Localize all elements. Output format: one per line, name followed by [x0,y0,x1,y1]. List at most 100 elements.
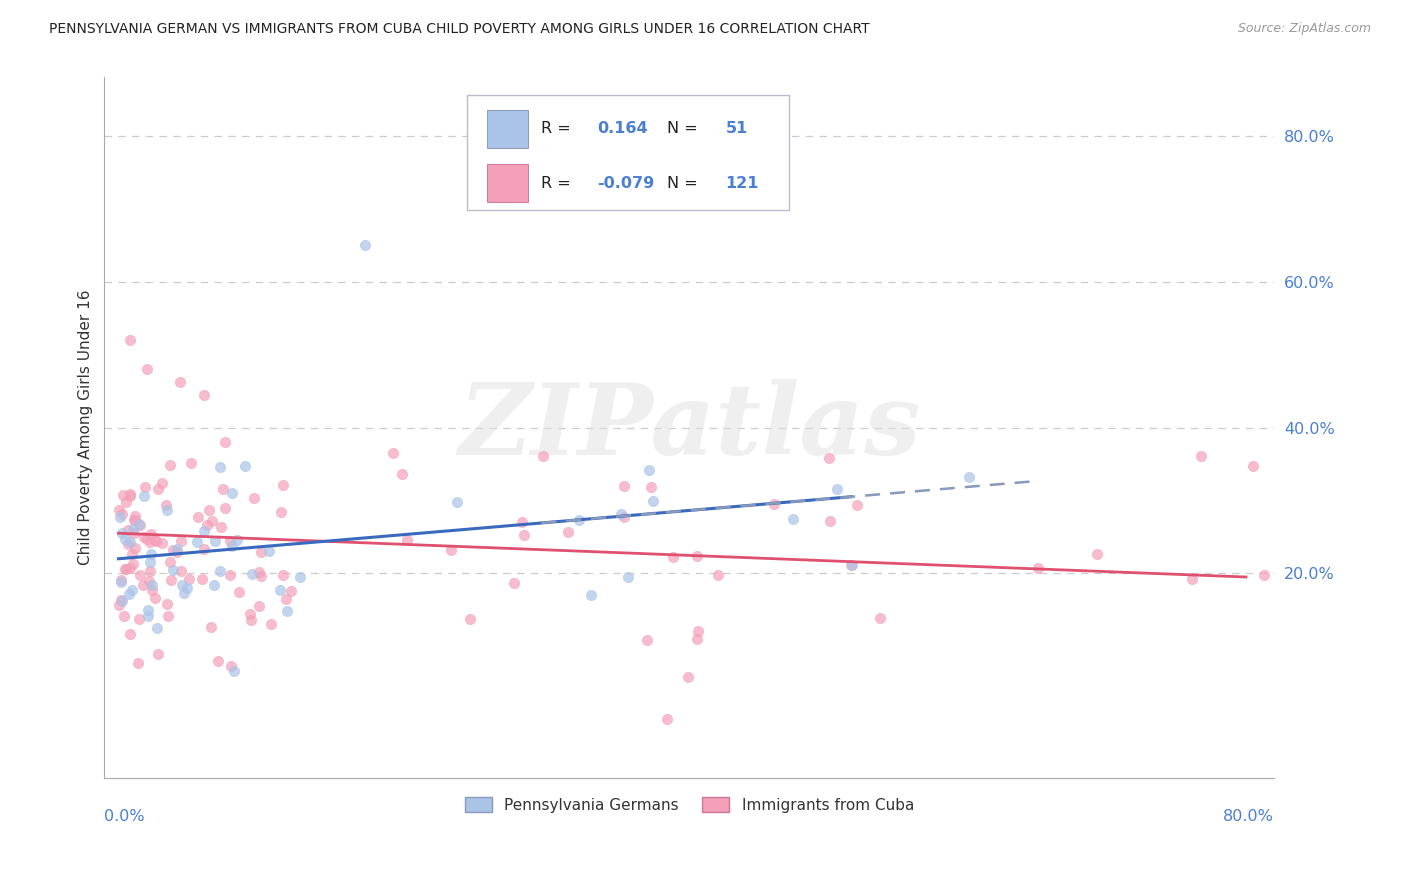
Point [233,458,256,473]
Point [707,568,730,582]
Point [214,500,236,515]
Point [219,568,242,582]
Point [204,533,226,548]
Point [118,535,141,549]
Point [382,446,405,460]
Point [111,487,134,501]
Point [616,570,638,584]
Point [111,525,134,540]
Point [193,524,215,538]
Point [568,513,591,527]
Point [613,510,636,524]
Point [269,583,291,598]
Point [214,435,236,450]
Point [818,514,841,528]
Point [782,512,804,526]
Point [162,563,184,577]
Point [193,541,215,556]
Point [150,535,173,549]
Point [688,624,710,638]
Point [240,566,263,581]
Text: N =: N = [666,121,703,136]
Point [118,333,141,347]
Point [846,498,869,512]
Point [135,362,157,376]
Point [458,612,481,626]
Point [156,608,179,623]
Point [114,532,136,546]
Point [129,568,152,582]
Point [141,582,163,597]
Point [138,574,160,588]
Point [117,524,139,538]
Point [115,562,138,576]
Point [197,502,219,516]
Point [209,564,232,578]
Point [179,572,201,586]
Point [124,513,146,527]
Point [193,388,215,402]
Point [228,585,250,599]
Text: 121: 121 [725,176,759,191]
Bar [486,164,527,202]
Point [166,542,188,557]
Point [139,564,162,578]
Point [121,547,143,561]
Point [136,603,159,617]
Point [841,558,863,572]
Text: -0.079: -0.079 [598,176,654,191]
Point [221,539,243,553]
Bar [486,110,527,148]
Point [219,659,242,673]
Point [150,476,173,491]
Point [124,541,146,556]
Point [239,607,262,621]
Point [128,517,150,532]
Point [139,534,162,549]
Point [169,534,191,549]
Point [111,507,134,521]
Point [118,627,141,641]
Point [122,526,145,541]
Point [354,238,377,252]
Point [839,558,862,573]
Point [135,532,157,546]
Point [249,565,271,579]
Point [638,463,661,477]
Point [250,545,273,559]
Point [219,533,242,548]
Point [446,495,468,509]
Point [195,518,218,533]
Point [124,508,146,523]
Point [239,613,262,627]
Point [136,609,159,624]
Point [678,670,700,684]
Text: 80.0%: 80.0% [1223,809,1274,824]
Point [211,520,233,534]
Point [108,599,131,613]
Point [221,486,243,500]
FancyBboxPatch shape [467,95,789,211]
Point [391,467,413,482]
Point [111,594,134,608]
Point [141,578,163,592]
Point [1241,458,1264,473]
Point [503,576,526,591]
Point [610,507,633,521]
Point [132,578,155,592]
Point [190,572,212,586]
Point [121,582,143,597]
Point [146,647,169,661]
Point [134,479,156,493]
Point [176,581,198,595]
Point [122,513,145,527]
Point [159,573,181,587]
Point [211,482,233,496]
Point [557,524,579,539]
Point [117,537,139,551]
Text: ZIPatlas: ZIPatlas [458,379,921,475]
Point [108,503,131,517]
Point [280,584,302,599]
Point [274,592,297,607]
Point [763,498,786,512]
